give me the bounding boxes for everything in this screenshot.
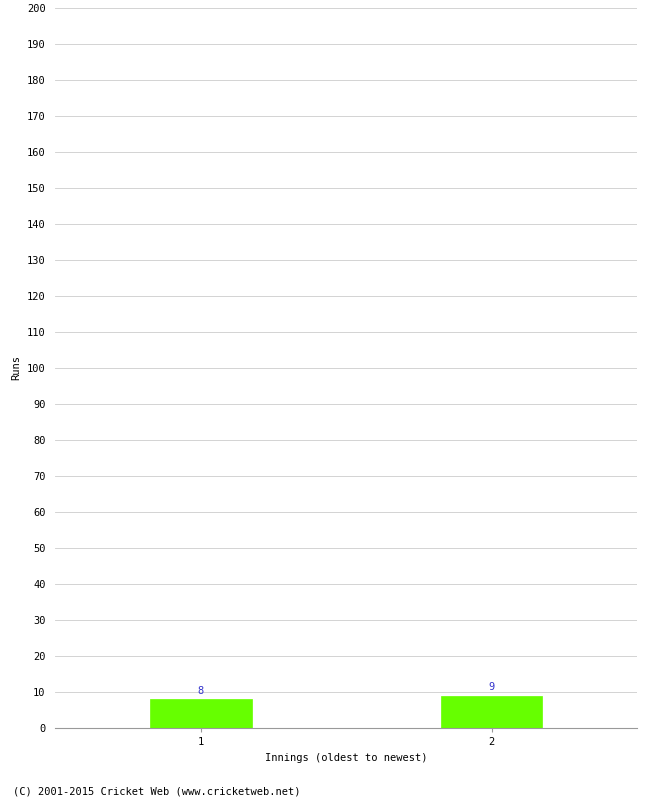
- X-axis label: Innings (oldest to newest): Innings (oldest to newest): [265, 753, 428, 762]
- Bar: [150, 699, 252, 728]
- Y-axis label: Runs: Runs: [11, 355, 21, 381]
- Text: (C) 2001-2015 Cricket Web (www.cricketweb.net): (C) 2001-2015 Cricket Web (www.cricketwe…: [13, 786, 300, 796]
- Bar: [441, 696, 543, 728]
- Text: 8: 8: [198, 686, 204, 696]
- Text: 9: 9: [488, 682, 495, 692]
